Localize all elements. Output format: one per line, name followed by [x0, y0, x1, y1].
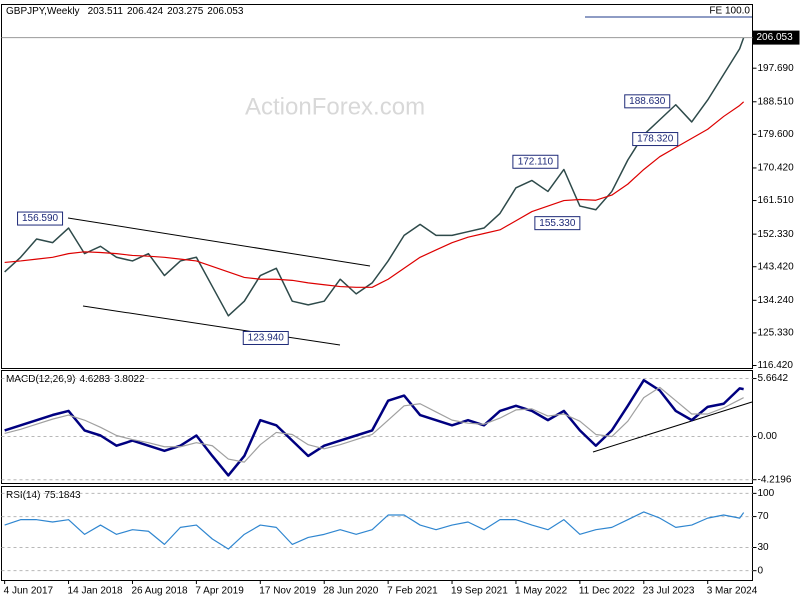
- x-tick-label: 3 Mar 2024: [707, 586, 758, 597]
- fe-level-label: FE 100.0: [709, 6, 750, 17]
- open: 203.511: [88, 6, 124, 17]
- x-tick-label: 28 Jun 2020: [323, 586, 378, 597]
- annotation-label: 156.590: [22, 213, 59, 224]
- macd-header: MACD(12,26,9) 4.6283 3.8022: [6, 374, 145, 385]
- x-tick-label: 7 Apr 2019: [195, 586, 244, 597]
- watermark: ActionForex.com: [245, 93, 425, 120]
- series-line: [4, 101, 745, 288]
- series-line: [4, 511, 745, 550]
- annotation-box: [17, 211, 64, 226]
- y-tick-label: 188.510: [758, 96, 795, 107]
- last-price-label: 206.053: [757, 32, 794, 43]
- annotation-label: 188.630: [629, 96, 666, 107]
- annotation-box: [242, 330, 289, 345]
- low: 203.275: [167, 6, 204, 17]
- y-tick-label: 152.330: [758, 229, 795, 240]
- high: 206.424: [127, 6, 164, 17]
- annotation-label: 155.330: [539, 218, 576, 229]
- rsi-title: RSI(14): [6, 490, 40, 501]
- signal-value: 3.8022: [114, 374, 145, 385]
- trend-line: [82, 305, 341, 346]
- x-tick-label: 4 Jun 2017: [4, 586, 54, 597]
- annotation-label: 123.940: [248, 333, 285, 344]
- last-price-tag: [752, 30, 800, 45]
- price-header: GBPJPY,Weekly 203.511 206.424 203.275 206.05…: [6, 6, 244, 17]
- x-tick-label: 11 Dec 2022: [579, 586, 635, 597]
- macd-panel-frame: [1, 370, 753, 484]
- x-tick-label: 19 Sep 2021: [451, 586, 508, 597]
- rsi-panel-frame: [1, 486, 753, 581]
- y-tick-label: 0: [758, 565, 764, 576]
- annotation-label: 178.320: [637, 134, 674, 145]
- x-tick-label: 14 Jan 2018: [68, 586, 123, 597]
- y-tick-label: 161.510: [758, 195, 795, 206]
- series-line: [4, 37, 745, 317]
- price-panel-frame: [1, 4, 753, 369]
- macd-title: MACD(12,26,9): [6, 374, 75, 385]
- y-tick-label: 70: [758, 511, 770, 522]
- y-tick-label: 134.240: [758, 295, 795, 306]
- x-tick-label: 26 Aug 2018: [131, 586, 188, 597]
- y-tick-label: 197.690: [758, 63, 795, 74]
- series-line: [4, 378, 744, 477]
- x-tick-label: 7 Feb 2021: [387, 586, 438, 597]
- annotation-label: 172.110: [518, 156, 554, 167]
- y-tick-label: 30: [758, 542, 770, 553]
- y-tick-label: 100: [758, 488, 775, 499]
- rsi-header: RSI(14) 75.1843: [6, 490, 81, 501]
- annotation-box: [512, 154, 559, 169]
- y-tick-label: 0.00: [758, 431, 778, 442]
- rsi-value: 75.1843: [44, 490, 81, 501]
- annotation-box: [632, 132, 679, 147]
- y-tick-label: 143.420: [758, 261, 795, 272]
- trend-line: [592, 401, 753, 453]
- symbol: GBPJPY,Weekly: [6, 6, 80, 17]
- x-tick-label: 17 Nov 2019: [259, 586, 316, 597]
- x-tick-label: 1 May 2022: [515, 586, 568, 597]
- annotation-box: [624, 94, 671, 109]
- y-tick-label: 125.330: [758, 328, 795, 339]
- series-line: [4, 386, 744, 463]
- macd-value: 4.6283: [79, 374, 110, 385]
- y-tick-label: 170.420: [758, 163, 795, 174]
- trend-line: [67, 217, 371, 267]
- y-tick-label: 179.600: [758, 129, 795, 140]
- y-tick-label: 116.420: [758, 360, 794, 371]
- annotation-box: [534, 216, 581, 231]
- close: 206.053: [207, 6, 244, 17]
- y-tick-label: -4.2196: [758, 474, 792, 485]
- y-tick-label: 5.6642: [758, 373, 789, 384]
- x-tick-label: 23 Jul 2023: [643, 586, 695, 597]
